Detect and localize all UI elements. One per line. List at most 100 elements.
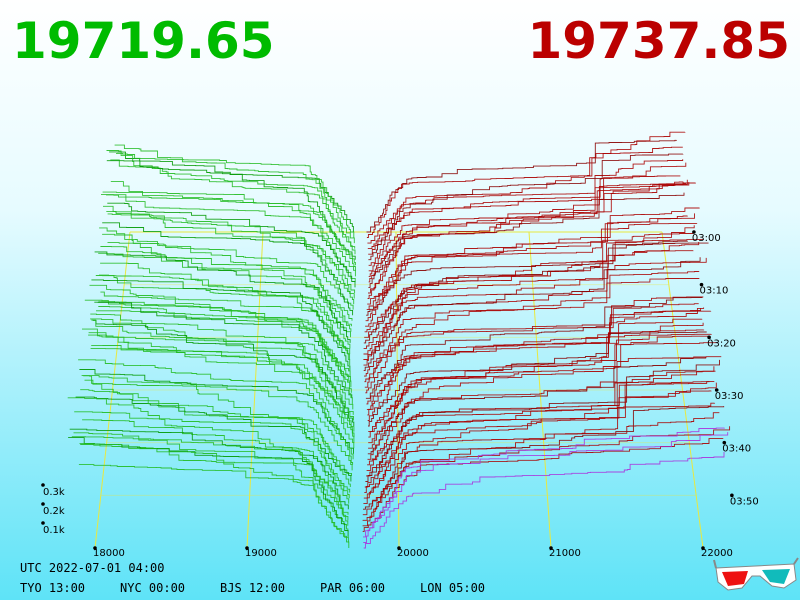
ask-depth-line bbox=[366, 366, 715, 471]
volume-tick-label: 0.1k bbox=[43, 525, 65, 536]
price-tick-label: 19000 bbox=[245, 548, 277, 559]
grid-line bbox=[528, 231, 552, 549]
ask-depth-line bbox=[367, 146, 683, 244]
bid-depth-line bbox=[79, 443, 349, 543]
ask-depth-line bbox=[368, 153, 684, 261]
ask-depth-line bbox=[365, 213, 695, 327]
tick-dot bbox=[41, 483, 45, 487]
tick-dot bbox=[707, 335, 711, 340]
bid-depth-line bbox=[95, 275, 351, 354]
ask-depth-line bbox=[364, 278, 700, 383]
ask-depth-line bbox=[366, 139, 677, 233]
bid-depth-line bbox=[98, 252, 352, 332]
volume-tick-label: 0.2k bbox=[43, 506, 65, 517]
ask-depth-line bbox=[368, 182, 696, 294]
city-clock: LON 05:00 bbox=[420, 581, 485, 595]
bid-depth-line bbox=[102, 222, 354, 316]
city-clock: PAR 06:00 bbox=[320, 581, 385, 595]
bid-depth-line bbox=[68, 437, 349, 537]
bid-depth-line bbox=[110, 181, 356, 266]
ask-depth-line bbox=[367, 179, 688, 299]
tick-dot bbox=[549, 546, 553, 550]
price-tick-label: 22000 bbox=[701, 548, 733, 559]
ask-depth-line bbox=[363, 406, 725, 510]
3d-glasses-icon bbox=[713, 557, 799, 591]
ask-depth-line bbox=[368, 331, 707, 427]
ask-depth-line bbox=[364, 271, 700, 377]
depth-surface bbox=[67, 131, 731, 549]
time-tick-label: 03:40 bbox=[722, 444, 751, 455]
time-tick-label: 03:30 bbox=[715, 391, 744, 402]
ask-depth-line bbox=[367, 342, 719, 460]
city-clock: TYO 13:00 bbox=[20, 581, 85, 595]
ask-depth-line bbox=[363, 427, 725, 538]
axis-labels: 18000 19000 20000 21000 22000 03:00 03:10 03:20… bbox=[41, 230, 759, 559]
bid-depth-line bbox=[106, 194, 356, 277]
tick-dot bbox=[245, 546, 249, 550]
bid-depth-line bbox=[107, 242, 354, 310]
bid-depth-line bbox=[91, 319, 355, 443]
bid-depth-line bbox=[94, 301, 353, 399]
tick-dot bbox=[397, 546, 401, 550]
volume-tick-label: 0.3k bbox=[43, 487, 65, 498]
price-tick-label: 18000 bbox=[93, 548, 125, 559]
bid-depth-line bbox=[100, 246, 353, 321]
price-tick-label: 20000 bbox=[397, 548, 429, 559]
bid-depth-line bbox=[114, 144, 355, 244]
bid-depth-line bbox=[100, 291, 351, 366]
bid-depth-line bbox=[110, 159, 356, 255]
ask-depth-line bbox=[364, 382, 717, 494]
ask-price: 19737.85 bbox=[527, 12, 790, 70]
grid-line bbox=[661, 231, 704, 549]
tick-dot bbox=[41, 502, 45, 506]
tick-dot bbox=[714, 388, 719, 392]
bid-depth-line bbox=[73, 432, 350, 548]
bid-depth-line bbox=[92, 319, 355, 426]
ask-depth-line bbox=[364, 296, 704, 388]
ask-depth-line bbox=[362, 402, 716, 516]
bid-depth-line bbox=[116, 152, 355, 238]
ask-depth-line bbox=[363, 452, 725, 549]
ask-depth-line bbox=[367, 356, 722, 466]
tick-dot bbox=[701, 546, 705, 550]
bid-depth-line bbox=[88, 332, 354, 465]
bid-depth-line bbox=[78, 464, 349, 532]
tick-dot bbox=[699, 282, 704, 287]
bid-depth-line bbox=[67, 397, 349, 526]
grid-line bbox=[94, 231, 131, 549]
ask-depth-line bbox=[363, 432, 729, 543]
grid-line bbox=[395, 231, 400, 549]
ask-depth-line bbox=[367, 159, 684, 250]
bid-depth-line bbox=[88, 334, 355, 449]
bid-depth-line bbox=[90, 348, 355, 438]
bid-depth-line bbox=[90, 313, 354, 421]
time-tick-label: 03:00 bbox=[692, 233, 721, 244]
ask-depth-line bbox=[365, 222, 698, 322]
bid-depth-line bbox=[106, 150, 356, 249]
bid-depth-line bbox=[107, 202, 356, 288]
city-clock: NYC 00:00 bbox=[120, 581, 185, 595]
tick-dot bbox=[730, 493, 734, 498]
time-tick-label: 03:50 bbox=[730, 496, 759, 507]
bid-depth-line bbox=[94, 251, 351, 343]
utc-clock: UTC 2022-07-01 04:00 bbox=[20, 561, 165, 575]
bid-depth-line bbox=[99, 227, 352, 327]
ask-depth-line bbox=[363, 381, 715, 505]
bid-depth-line bbox=[79, 369, 354, 454]
tick-dot bbox=[722, 440, 727, 445]
bid-depth-line bbox=[102, 191, 356, 271]
bid-price: 19719.65 bbox=[12, 12, 275, 70]
city-clocks: TYO 13:00 NYC 00:00 BJS 12:00 PAR 06:00 LON … bbox=[20, 581, 485, 595]
time-tick-label: 03:20 bbox=[707, 338, 736, 349]
bid-depth-line bbox=[81, 375, 350, 499]
bid-depth-line bbox=[82, 328, 354, 410]
ask-depth-line bbox=[365, 359, 720, 482]
ask-depth-line bbox=[368, 162, 687, 255]
bid-depth-line bbox=[90, 318, 354, 415]
bid-depth-line bbox=[89, 284, 353, 404]
ask-depth-line bbox=[366, 207, 700, 311]
bid-depth-line bbox=[84, 379, 351, 487]
ask-depth-line bbox=[363, 370, 716, 499]
